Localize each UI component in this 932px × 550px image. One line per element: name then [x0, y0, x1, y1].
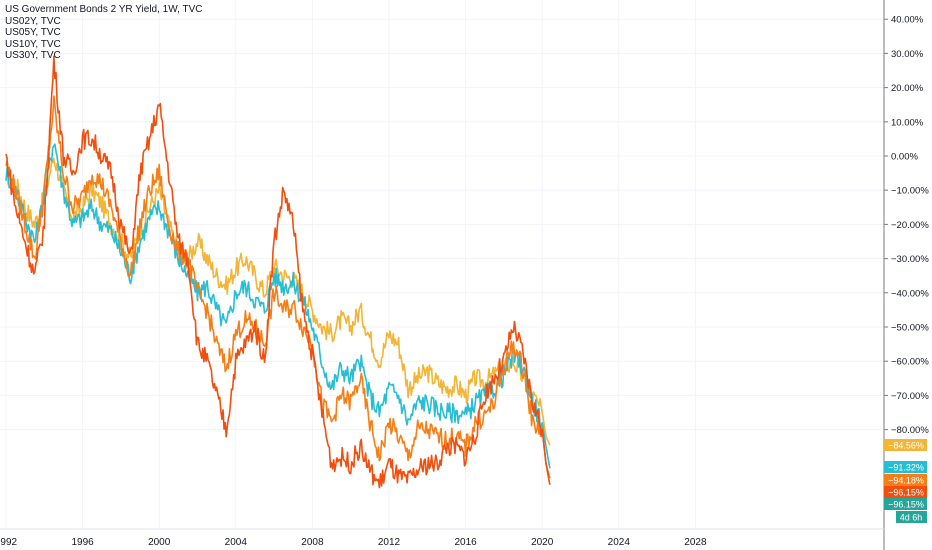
y-tick-label: −70.00%	[891, 391, 929, 402]
time-remaining-label: 4d 6h	[900, 513, 923, 523]
series-line-us30y[interactable]	[5, 55, 551, 489]
y-tick-label: 30.00%	[891, 49, 924, 60]
time-axis[interactable]: 1992 1996 2000 2004 2008 2012 2016 2020 2024 2028	[0, 537, 707, 548]
y-tick-label: −60.00%	[891, 357, 929, 368]
x-tick-label: 2008	[301, 537, 324, 548]
y-tick-label: −50.00%	[891, 323, 929, 334]
series-line-us05y[interactable]	[5, 143, 551, 469]
y-tick-label: −30.00%	[891, 254, 929, 265]
last-value-label: −84.56%	[888, 441, 924, 451]
series-line-us10y[interactable]	[5, 95, 551, 479]
y-tick-label: −80.00%	[891, 425, 929, 436]
price-axis[interactable]: 40.00% 30.00% 20.00% 10.00% 0.00% −10.00% −20.…	[884, 15, 929, 436]
y-tick-label: −20.00%	[891, 220, 929, 231]
last-value-badge	[884, 461, 927, 473]
legend-item-us30y[interactable]: US30Y, TVC	[5, 50, 61, 61]
x-tick-label: 2004	[225, 537, 248, 548]
last-value-badge	[884, 486, 927, 498]
last-value-label: −96.15%	[888, 500, 924, 510]
x-tick-label: 2024	[608, 537, 631, 548]
y-tick-label: −40.00%	[891, 288, 929, 299]
last-value-label: −96.15%	[888, 488, 924, 498]
legend-item-us10y[interactable]: US10Y, TVC	[5, 38, 61, 50]
last-value-badge	[884, 474, 927, 486]
series-lines	[5, 55, 551, 489]
x-tick-label: 2020	[531, 537, 554, 548]
x-tick-label: 2016	[454, 537, 477, 548]
y-tick-label: 0.00%	[891, 152, 918, 163]
last-value-labels: −84.56% −91.32% −94.18% −96.15% −96.15% 4d 6h	[884, 439, 927, 523]
last-value-label: −91.32%	[888, 463, 924, 473]
legend-item-us05y[interactable]: US05Y, TVC	[5, 27, 61, 38]
x-tick-label: 2012	[378, 537, 401, 548]
legend: US Government Bonds 2 YR Yield, 1W, TVC …	[5, 4, 203, 62]
time-remaining-badge	[896, 511, 927, 523]
last-value-label: −94.18%	[888, 476, 924, 486]
x-tick-label: 2000	[148, 537, 171, 548]
series-line-us02y[interactable]	[5, 157, 551, 446]
last-value-badge	[884, 439, 927, 451]
x-tick-label: 1996	[71, 537, 94, 548]
last-value-badge	[884, 498, 927, 510]
y-tick-label: −10.00%	[891, 186, 929, 197]
y-tick-label: 10.00%	[891, 117, 924, 128]
x-tick-label: 2028	[684, 537, 707, 548]
legend-title[interactable]: US Government Bonds 2 YR Yield, 1W, TVC	[5, 4, 203, 15]
legend-item-us02y[interactable]: US02Y, TVC	[5, 15, 61, 27]
y-tick-label: 40.00%	[891, 15, 924, 26]
x-tick-label: 1992	[0, 537, 18, 548]
y-tick-label: 20.00%	[891, 83, 924, 94]
